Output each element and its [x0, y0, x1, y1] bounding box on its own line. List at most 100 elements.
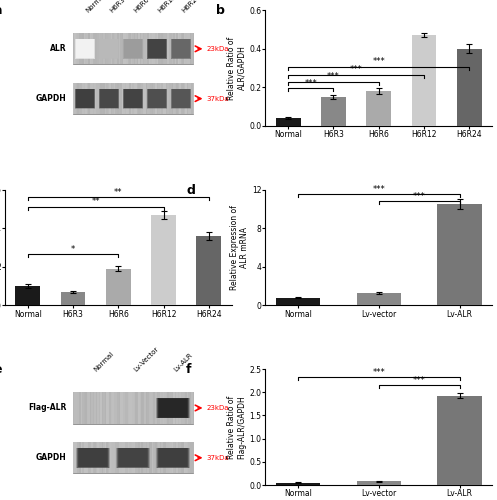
Bar: [99, 89, 119, 108]
Bar: [102, 392, 103, 424]
Bar: [138, 83, 140, 114]
Bar: [171, 89, 190, 108]
Bar: [143, 83, 144, 114]
Bar: [85, 392, 86, 424]
Bar: [119, 448, 148, 467]
Bar: [100, 89, 118, 108]
Bar: [114, 33, 115, 64]
Bar: [161, 392, 163, 424]
Bar: [155, 392, 157, 424]
Bar: [73, 442, 75, 474]
Bar: [146, 33, 148, 64]
Bar: [115, 33, 117, 64]
Bar: [144, 442, 146, 474]
Bar: [117, 442, 118, 474]
Bar: [176, 33, 178, 64]
Bar: [117, 448, 149, 468]
Bar: [123, 39, 143, 58]
Bar: [182, 442, 184, 474]
Bar: [176, 442, 178, 474]
Bar: [172, 39, 190, 58]
Bar: [78, 392, 79, 424]
Bar: [151, 214, 176, 306]
Bar: [176, 392, 178, 424]
Bar: [159, 448, 187, 467]
Bar: [155, 83, 157, 114]
Bar: [141, 33, 143, 64]
Bar: [154, 442, 155, 474]
Bar: [163, 442, 164, 474]
Bar: [124, 40, 142, 58]
Bar: [123, 39, 143, 59]
Bar: [111, 442, 112, 474]
Bar: [82, 33, 83, 64]
Bar: [134, 392, 135, 424]
Bar: [193, 392, 194, 424]
Bar: [89, 442, 91, 474]
Bar: [182, 83, 184, 114]
Bar: [190, 33, 191, 64]
Bar: [148, 89, 166, 108]
Text: H6R3: H6R3: [109, 0, 127, 14]
Bar: [155, 442, 157, 474]
Text: ***: ***: [413, 376, 425, 385]
Bar: [112, 392, 114, 424]
Bar: [105, 83, 106, 114]
Bar: [112, 442, 114, 474]
Bar: [132, 33, 134, 64]
Bar: [94, 392, 96, 424]
Bar: [128, 442, 129, 474]
Bar: [167, 392, 168, 424]
Bar: [88, 33, 89, 64]
Bar: [76, 39, 94, 58]
Bar: [190, 83, 191, 114]
Bar: [75, 39, 95, 59]
Bar: [134, 83, 135, 114]
Text: a: a: [0, 4, 2, 17]
Bar: [123, 83, 125, 114]
Bar: [181, 33, 182, 64]
Bar: [152, 442, 154, 474]
Bar: [141, 392, 143, 424]
Bar: [103, 83, 105, 114]
Bar: [175, 392, 176, 424]
Bar: [73, 83, 193, 114]
Bar: [179, 392, 181, 424]
Bar: [276, 482, 320, 485]
Bar: [175, 33, 176, 64]
Bar: [168, 83, 170, 114]
Text: ***: ***: [305, 78, 317, 88]
Text: Normal: Normal: [93, 350, 115, 372]
Bar: [181, 392, 182, 424]
Bar: [151, 33, 152, 64]
Bar: [148, 89, 166, 108]
Text: ***: ***: [372, 58, 385, 66]
Bar: [149, 83, 151, 114]
Text: *: *: [71, 244, 75, 254]
Bar: [78, 83, 79, 114]
Bar: [102, 83, 103, 114]
Bar: [76, 89, 94, 108]
Bar: [164, 83, 166, 114]
Bar: [76, 448, 110, 468]
Bar: [170, 33, 171, 64]
Bar: [151, 442, 152, 474]
Text: 23kDa: 23kDa: [207, 46, 229, 52]
Bar: [118, 442, 120, 474]
Bar: [92, 33, 94, 64]
Bar: [120, 83, 122, 114]
Bar: [99, 39, 119, 58]
Bar: [120, 392, 122, 424]
Bar: [85, 33, 86, 64]
Bar: [88, 442, 89, 474]
Bar: [188, 83, 190, 114]
Bar: [131, 83, 132, 114]
Bar: [146, 83, 148, 114]
Bar: [160, 83, 161, 114]
Bar: [99, 88, 119, 108]
Bar: [178, 392, 179, 424]
Bar: [167, 33, 168, 64]
Bar: [171, 88, 191, 108]
Bar: [158, 392, 160, 424]
Bar: [140, 33, 141, 64]
